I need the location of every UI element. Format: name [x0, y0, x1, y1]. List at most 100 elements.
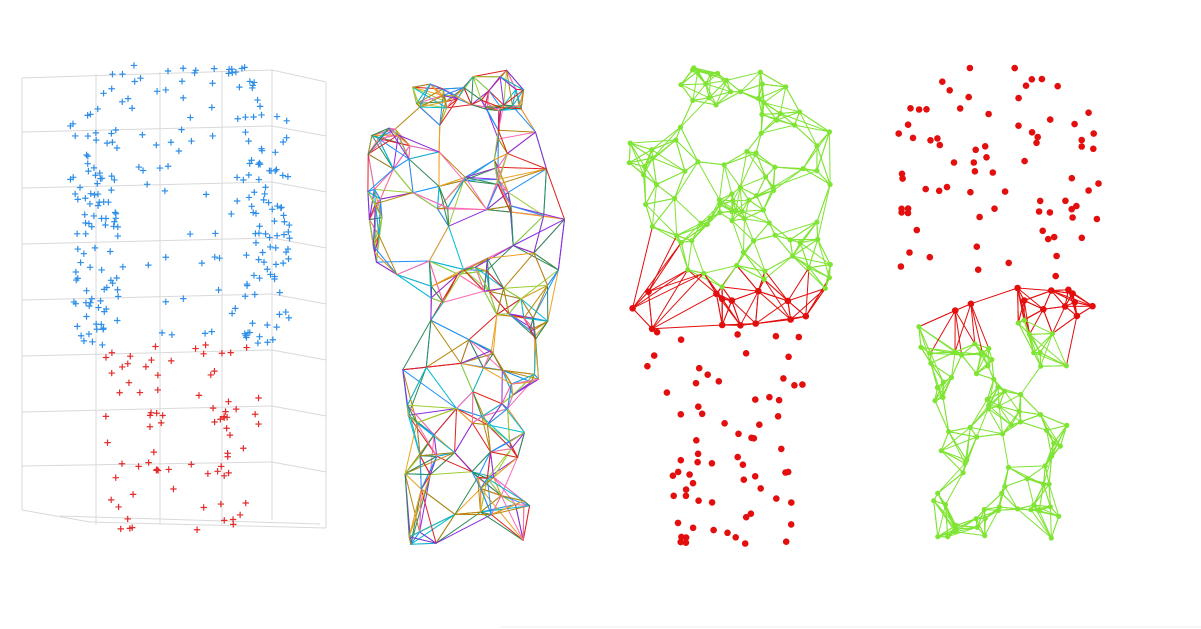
mesh-edge: [412, 192, 439, 210]
mesh-edge: [510, 432, 525, 450]
marker-plus: [242, 332, 250, 339]
mesh-edge: [533, 215, 545, 254]
graph-edge: [947, 526, 978, 538]
graph-node: [1011, 64, 1018, 72]
mesh-edge: [392, 168, 414, 194]
graph-edge: [648, 291, 653, 330]
graph-node: [1040, 306, 1047, 313]
mesh-edge: [490, 451, 519, 458]
marker-plus: [94, 202, 102, 209]
graph-node: [922, 185, 929, 193]
graph-node: [682, 168, 688, 174]
graph-edge: [680, 222, 702, 243]
marker-plus: [280, 231, 288, 238]
graph-node: [689, 524, 697, 532]
marker-plus: [218, 463, 225, 470]
marker-plus: [112, 210, 120, 217]
mesh-edge: [442, 290, 485, 303]
marker-plus: [271, 217, 278, 225]
graph-edge: [645, 203, 678, 237]
graph-edge: [632, 307, 653, 330]
graph-edge: [703, 265, 738, 274]
marker-plus: [99, 326, 107, 333]
mesh-edge: [503, 287, 522, 300]
marker-plus: [201, 330, 209, 337]
marker-plus: [179, 65, 187, 72]
graph-node: [785, 353, 792, 361]
mesh-edge: [429, 452, 456, 476]
marker-plus: [82, 195, 89, 202]
graph-edge: [742, 251, 765, 280]
graph-node: [913, 226, 921, 234]
graph-edge: [718, 164, 725, 201]
marker-plus: [70, 174, 77, 181]
graph-node: [940, 379, 947, 385]
graph-edge: [697, 70, 719, 74]
graph-edge: [1053, 424, 1068, 444]
mesh-edge: [543, 168, 547, 217]
graph-node: [1028, 507, 1034, 513]
mesh-edge: [508, 313, 534, 319]
graph-node: [641, 172, 647, 178]
graph-edge: [644, 139, 677, 167]
marker-plus: [103, 284, 111, 291]
marker-plus: [254, 96, 261, 104]
graph-edge: [651, 324, 723, 330]
graph-edge: [799, 111, 830, 133]
mesh-edge: [378, 138, 394, 170]
mesh-edge: [507, 408, 510, 443]
graph-edge: [1017, 504, 1035, 510]
marker-plus: [74, 245, 82, 253]
mesh-edge: [412, 86, 447, 103]
graph-edge: [697, 161, 720, 201]
graph-edge: [656, 170, 686, 185]
mesh-edge: [430, 319, 470, 341]
graph-edge: [779, 111, 801, 114]
graph-edge: [975, 518, 986, 537]
mesh-edge: [497, 153, 508, 168]
marker-plus: [238, 65, 246, 72]
graph-edge: [717, 72, 732, 93]
marker-plus: [211, 65, 218, 72]
mesh-edge: [388, 127, 411, 147]
mesh-edge: [404, 422, 418, 475]
graph-node: [784, 297, 792, 305]
graph-edge: [632, 272, 705, 309]
graph-node: [1034, 133, 1041, 141]
mesh-edge: [497, 129, 536, 133]
mesh-edge: [402, 369, 457, 409]
mesh-edge: [376, 261, 398, 276]
marker-plus: [89, 338, 96, 346]
graph-node: [746, 197, 752, 203]
marker-plus: [187, 114, 194, 121]
mesh-edge: [438, 185, 449, 209]
marker-plus: [112, 474, 119, 481]
graph-node: [1018, 391, 1024, 398]
mesh-edge: [512, 215, 545, 246]
marker-plus: [147, 409, 155, 416]
graph-edge: [937, 472, 964, 494]
graph-node: [672, 195, 678, 201]
mesh-edge: [447, 176, 466, 209]
graph-edge: [739, 186, 743, 212]
mesh-edge: [371, 127, 390, 136]
marker-plus: [180, 295, 187, 302]
marker-plus: [222, 408, 229, 415]
marker-plus: [107, 496, 115, 504]
graph-edge: [1033, 504, 1060, 517]
graph-node: [1078, 143, 1085, 150]
graph-edge: [1017, 508, 1052, 539]
marker-plus: [175, 147, 183, 155]
marker-plus: [156, 164, 164, 172]
graph-node: [931, 498, 937, 504]
graph-edge: [628, 149, 653, 164]
graph-edge: [970, 287, 1019, 305]
mesh-edge: [474, 266, 490, 292]
graph-node: [895, 130, 902, 137]
graph-edge: [726, 79, 742, 93]
graph-edge: [629, 142, 654, 159]
graph-node: [822, 285, 828, 291]
mesh-edge: [408, 474, 431, 538]
graph-node: [1024, 476, 1030, 482]
graph-edge: [772, 170, 818, 188]
